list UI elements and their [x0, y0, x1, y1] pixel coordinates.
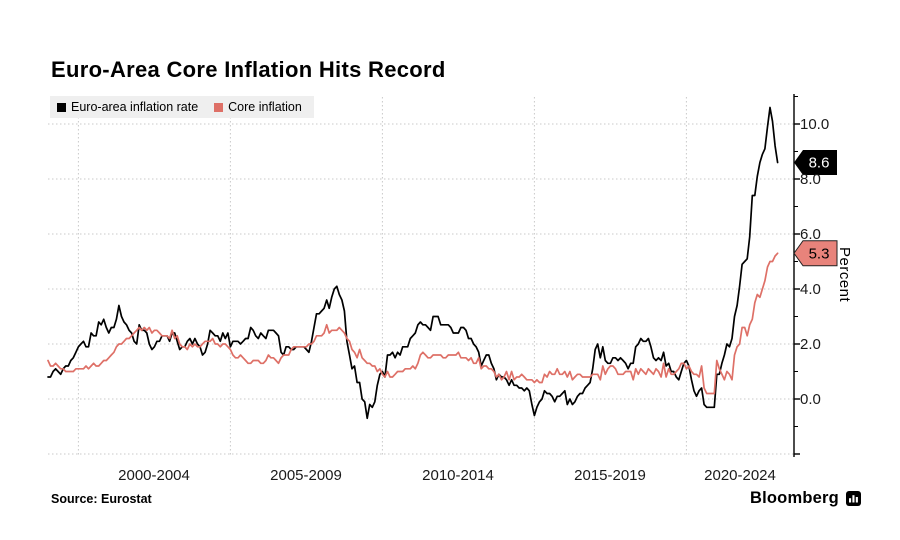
- chart-title: Euro-Area Core Inflation Hits Record: [51, 57, 446, 82]
- x-axis-tick-label: 2020-2024: [704, 467, 776, 484]
- y-axis-tick-label: 10.0: [800, 115, 830, 133]
- legend-item-core: Core inflation: [214, 100, 302, 114]
- y-axis-tick-label: 4.0: [800, 280, 821, 298]
- x-axis-tick-label: 2010-2014: [422, 467, 494, 484]
- x-axis-tick-label: 2000-2004: [118, 467, 190, 484]
- y-axis-tick-label: 0.0: [800, 390, 821, 408]
- core-inflation-series-line: [47, 252, 779, 395]
- headline-value-badge: [794, 150, 837, 175]
- headline-legend-swatch: [57, 102, 66, 112]
- x-axis-tick-label: 2015-2019: [574, 467, 646, 484]
- y-axis-tick-label: 6.0: [800, 225, 821, 243]
- x-axis-tick-label: 2005-2009: [270, 467, 342, 484]
- y-axis-title: Percent: [836, 247, 853, 303]
- euro-area-inflation-rate-series-line: [47, 106, 779, 420]
- headline-value-badge-text: 8.6: [809, 155, 830, 172]
- core-legend-label: Core inflation: [228, 100, 302, 114]
- core-legend-swatch: [214, 102, 224, 112]
- brand: Bloomberg: [750, 489, 861, 508]
- y-axis-tick-label: 2.0: [800, 335, 821, 353]
- core-value-badge: [793, 240, 838, 267]
- headline-legend-label: Euro-area inflation rate: [71, 100, 199, 114]
- legend-item-headline: Euro-area inflation rate: [57, 100, 198, 114]
- y-axis-tick-label: 8.0: [800, 170, 821, 188]
- core-value-badge-text: 5.3: [809, 245, 830, 262]
- legend: Euro-area inflation rate Core inflation: [50, 96, 314, 118]
- bloomberg-terminal-icon: [845, 491, 861, 506]
- brand-name: Bloomberg: [750, 489, 839, 507]
- source-note: Source: Eurostat: [51, 492, 152, 506]
